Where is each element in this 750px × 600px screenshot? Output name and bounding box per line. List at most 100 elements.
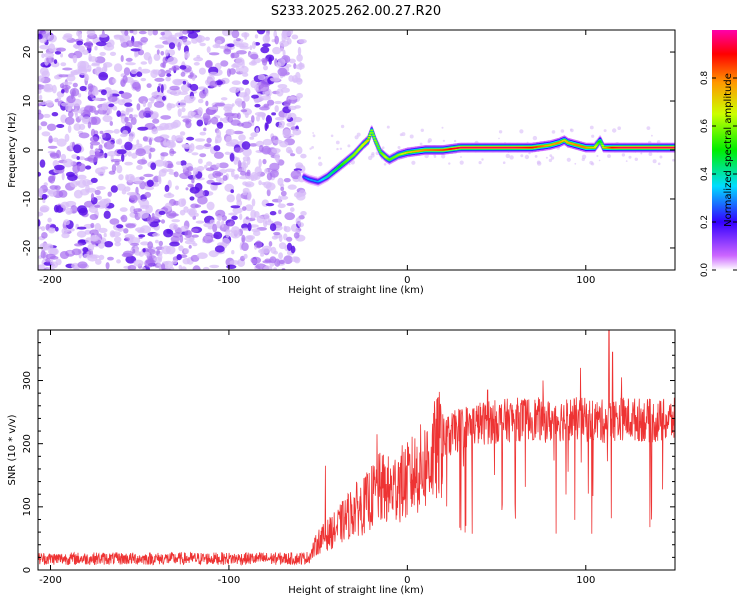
noise-blob xyxy=(295,162,304,169)
noise-blob xyxy=(298,62,305,68)
noise-blob xyxy=(520,154,524,158)
noise-blob xyxy=(98,227,108,233)
noise-blob xyxy=(138,110,146,119)
noise-blob xyxy=(183,237,195,241)
noise-blob xyxy=(144,258,155,268)
colorbar-tick-label: 0.0 xyxy=(700,263,710,278)
noise-blob xyxy=(548,158,553,163)
noise-blob xyxy=(253,173,261,180)
noise-blob xyxy=(124,161,133,166)
noise-blob xyxy=(125,62,136,66)
noise-blob xyxy=(229,86,240,93)
noise-blob xyxy=(56,124,65,128)
noise-blob xyxy=(42,199,46,204)
noise-blob xyxy=(250,256,262,264)
noise-blob xyxy=(106,151,117,157)
noise-blob xyxy=(170,150,177,154)
noise-blob xyxy=(89,141,101,146)
noise-blob xyxy=(262,138,273,146)
noise-blob xyxy=(241,32,250,38)
noise-blob xyxy=(54,98,59,103)
noise-blob xyxy=(107,95,118,103)
noise-blob xyxy=(109,51,117,57)
noise-blob xyxy=(286,236,293,242)
noise-blob xyxy=(212,44,220,49)
noise-blob xyxy=(87,243,95,252)
noise-blob xyxy=(265,182,276,191)
noise-blob xyxy=(119,35,124,44)
noise-blob xyxy=(122,130,129,137)
noise-blob xyxy=(283,225,287,232)
noise-blob xyxy=(241,121,253,129)
noise-blob xyxy=(95,41,107,47)
noise-blob xyxy=(591,134,595,138)
noise-blob xyxy=(212,223,218,233)
noise-blob xyxy=(205,100,209,107)
noise-blob xyxy=(255,240,263,249)
ridge-segment xyxy=(374,141,378,143)
noise-blob xyxy=(198,158,203,164)
noise-blob xyxy=(169,85,180,91)
noise-blob xyxy=(116,164,123,174)
noise-blob xyxy=(312,134,316,138)
colorbar-tick-label: 0.2 xyxy=(700,215,710,229)
noise-blob xyxy=(38,33,43,40)
noise-blob xyxy=(241,234,246,243)
noise-blob xyxy=(397,146,401,149)
noise-blob xyxy=(242,190,248,196)
noise-blob xyxy=(273,231,281,236)
noise-blob xyxy=(54,185,61,191)
noise-blob xyxy=(101,133,107,138)
noise-blob xyxy=(64,116,75,125)
noise-blob xyxy=(290,153,296,157)
noise-blob xyxy=(267,218,272,223)
spectrogram-x-label: Height of straight line (km) xyxy=(288,285,424,296)
noise-blob xyxy=(63,158,74,168)
noise-blob xyxy=(257,112,267,118)
noise-blob xyxy=(209,264,220,269)
noise-blob xyxy=(286,38,292,45)
noise-blob xyxy=(187,32,199,39)
noise-blob xyxy=(208,71,219,77)
noise-blob xyxy=(107,108,112,115)
noise-blob xyxy=(111,164,117,173)
noise-blob xyxy=(133,114,138,118)
noise-blob xyxy=(279,141,289,148)
noise-blob xyxy=(161,245,171,255)
noise-blob xyxy=(118,174,124,181)
noise-blob xyxy=(269,211,277,216)
noise-blob xyxy=(188,95,196,102)
y-tick-label: 0 xyxy=(22,567,33,573)
noise-blob xyxy=(113,63,123,73)
noise-blob xyxy=(99,51,106,56)
noise-blob xyxy=(103,43,115,51)
noise-blob xyxy=(244,183,252,187)
noise-blob xyxy=(153,101,165,108)
noise-blob xyxy=(98,254,105,260)
noise-blob xyxy=(60,62,67,67)
noise-blob xyxy=(116,183,126,191)
noise-blob xyxy=(459,160,464,165)
ridge-segment xyxy=(366,139,370,141)
noise-blob xyxy=(250,53,259,60)
noise-blob xyxy=(550,156,555,160)
noise-blob xyxy=(260,248,270,254)
noise-blob xyxy=(126,107,134,111)
noise-blob xyxy=(60,201,70,209)
noise-blob xyxy=(230,205,241,209)
ridge-segment xyxy=(367,137,371,139)
snr-line xyxy=(38,330,675,566)
noise-blob xyxy=(182,164,187,170)
noise-blob xyxy=(148,97,156,102)
noise-blob xyxy=(160,62,165,68)
noise-blob xyxy=(116,110,121,117)
noise-blob xyxy=(268,241,273,247)
noise-blobs xyxy=(38,30,675,270)
noise-blob xyxy=(85,165,92,170)
noise-blob xyxy=(114,236,122,243)
noise-blob xyxy=(238,92,248,98)
noise-blob xyxy=(150,162,157,170)
noise-blob xyxy=(205,60,213,68)
noise-blob xyxy=(220,97,228,101)
noise-blob xyxy=(116,259,121,264)
